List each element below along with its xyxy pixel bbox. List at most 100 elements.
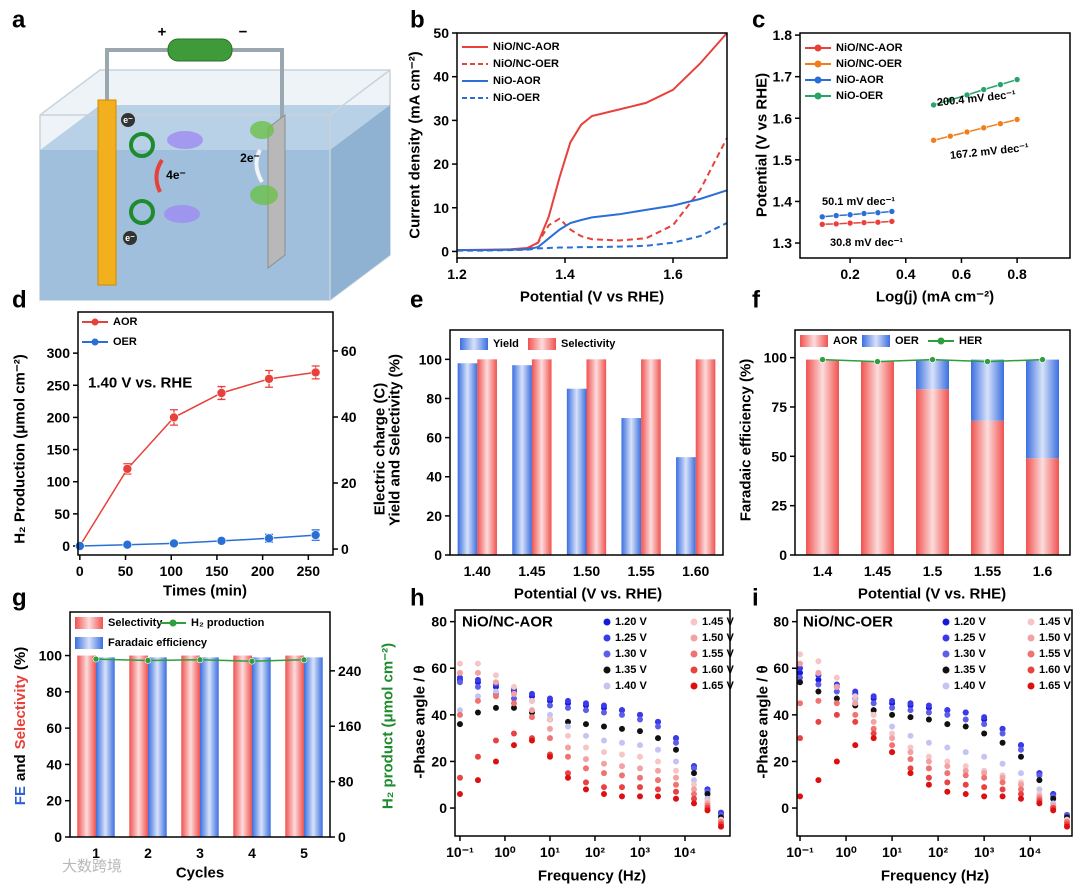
x-tick-label: 1.4 (813, 563, 833, 579)
legend-swatch (75, 617, 103, 629)
point (962, 791, 969, 798)
point (672, 767, 679, 774)
bar (641, 359, 661, 555)
plot-frame (449, 329, 724, 556)
point (618, 772, 625, 779)
point (492, 737, 499, 744)
x-tick-label: 200 (251, 563, 275, 579)
point (852, 688, 859, 695)
point (582, 765, 589, 772)
x-tick-label: 1.45 (864, 563, 891, 579)
annotation: 30.8 mV dec⁻¹ (830, 237, 903, 249)
point (833, 674, 840, 681)
panel-label: b (410, 7, 425, 34)
marker (1013, 76, 1021, 83)
legend-label: 1.40 V (954, 680, 986, 692)
y-tick-label: 10 (433, 200, 449, 216)
point (672, 758, 679, 765)
x-axis-label: Cycles (176, 865, 224, 882)
point (690, 800, 697, 807)
y-tick-label: 50 (771, 448, 787, 464)
marker (997, 120, 1004, 127)
point (618, 751, 625, 758)
marker (248, 657, 256, 665)
x-tick-label: 1.50 (573, 563, 600, 579)
marker (930, 101, 937, 109)
legend-marker (937, 337, 945, 345)
point (889, 730, 896, 737)
marker (860, 219, 868, 226)
legend-label: 1.60 V (1039, 664, 1071, 676)
point (1017, 753, 1024, 760)
point (654, 746, 661, 753)
point (582, 779, 589, 786)
point (456, 721, 463, 728)
point (925, 739, 932, 746)
point (889, 735, 896, 742)
point (833, 758, 840, 765)
point (510, 742, 517, 749)
x-tick-label: 1.6 (663, 266, 683, 282)
point (870, 711, 877, 718)
bar (566, 388, 587, 555)
point (474, 753, 481, 760)
point (962, 749, 969, 756)
point (907, 714, 914, 721)
x-tick-label: 1.55 (974, 563, 1001, 579)
y-tick-label: 1.7 (773, 69, 793, 85)
legend-marker (814, 76, 822, 84)
bar (457, 363, 478, 555)
point (564, 753, 571, 760)
point (944, 788, 951, 795)
point (510, 683, 517, 690)
y-tick-label: 75 (771, 399, 787, 415)
legend-label: 1.20 V (954, 616, 986, 628)
point (944, 779, 951, 786)
legend-label: 1.30 V (615, 648, 647, 660)
y-tick-label: 150 (47, 442, 71, 458)
point (600, 749, 607, 756)
y-tick-label: 100 (47, 474, 71, 490)
legend-marker (91, 318, 99, 326)
legend-marker (1027, 618, 1035, 626)
point (925, 765, 932, 772)
point (999, 793, 1006, 800)
point (870, 730, 877, 737)
x-tick-label: 100 (160, 563, 184, 579)
legend-marker (603, 682, 611, 690)
point (870, 700, 877, 707)
panel-label: c (752, 7, 765, 34)
point (546, 735, 553, 742)
x-tick-label: 10² (585, 844, 606, 860)
y-tick-label: 20 (426, 508, 442, 524)
point (889, 711, 896, 718)
point (852, 700, 859, 707)
battery-minus: − (239, 24, 248, 41)
x-tick-label: 10⁻¹ (446, 844, 474, 860)
bar (252, 657, 271, 837)
panel-label: g (12, 585, 27, 612)
point (672, 781, 679, 788)
marker (874, 218, 882, 226)
bar (96, 657, 115, 837)
point (907, 744, 914, 751)
point (672, 739, 679, 746)
x-tick-label: 10¹ (882, 844, 903, 860)
panel-label: h (410, 585, 425, 612)
point (672, 774, 679, 781)
x-tick-label: 0.4 (896, 266, 916, 282)
legend-label: 1.60 V (702, 664, 734, 676)
point (546, 725, 553, 732)
point (889, 742, 896, 749)
bar (477, 359, 497, 555)
point (870, 693, 877, 700)
point (925, 702, 932, 709)
bar (77, 655, 96, 837)
point (1064, 823, 1071, 830)
y2-tick-label: 0 (341, 541, 349, 557)
point (600, 702, 607, 709)
point (870, 707, 877, 714)
marker (832, 212, 840, 219)
x-tick-label: 150 (205, 563, 229, 579)
y-tick-label: 20 (431, 753, 447, 769)
